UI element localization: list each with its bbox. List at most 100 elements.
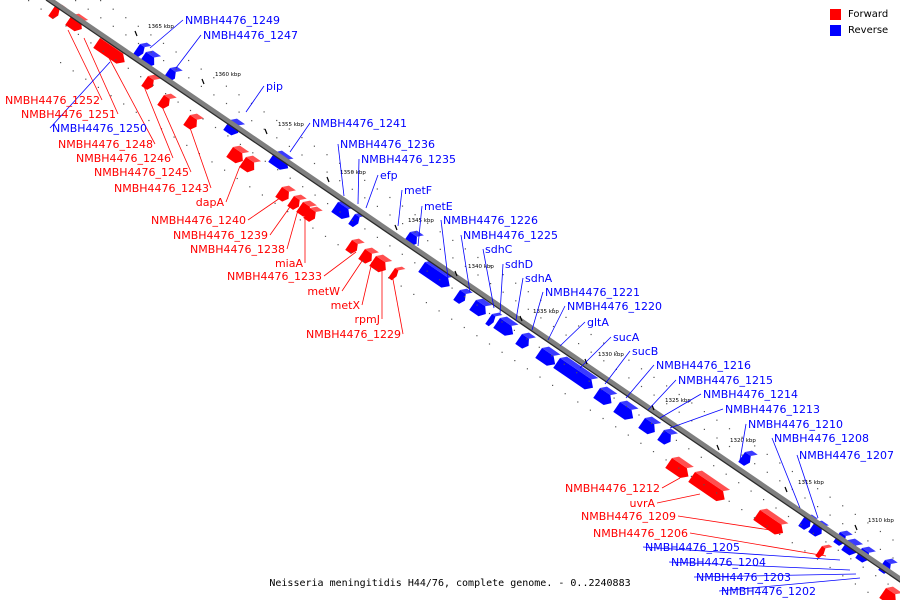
grid-dot [588, 380, 590, 382]
reverse-gene [657, 428, 678, 445]
leader-line [159, 101, 192, 173]
leader-line [187, 121, 212, 189]
grid-dot [703, 428, 705, 430]
grid-dot [527, 308, 529, 310]
grid-dot [590, 333, 592, 336]
grid-dot [225, 85, 227, 87]
grid-dot [312, 227, 314, 229]
reverse-gene-label: efp [380, 169, 398, 182]
gene-top [303, 200, 317, 207]
grid-dot [791, 470, 793, 473]
grid-dot [202, 118, 204, 120]
backbone-line [46, 0, 900, 582]
leader-line [286, 209, 299, 250]
grid-dot [301, 154, 303, 156]
gene-top [522, 332, 536, 339]
gene-face [879, 588, 896, 600]
grid-dot [263, 111, 265, 113]
grid-dot [725, 473, 727, 475]
grid-dot [225, 102, 228, 105]
leader-line [677, 515, 771, 531]
grid-dot [716, 437, 718, 439]
leader-line [796, 454, 819, 519]
grid-dot [601, 389, 603, 391]
grid-dot [90, 42, 92, 44]
grid-dot [249, 186, 251, 188]
grid-dot [276, 119, 278, 122]
grid-dot [464, 296, 466, 298]
leader-line [323, 251, 357, 277]
reverse-swatch [830, 24, 841, 36]
grid-dot [666, 385, 668, 387]
grid-dot [236, 177, 238, 180]
leader-line [460, 234, 471, 293]
forward-gene-label: NMBH4476_1206 [593, 527, 688, 540]
leader-line [515, 277, 524, 321]
grid-dot [125, 17, 127, 19]
grid-dot [238, 111, 240, 113]
grid-dot [678, 411, 680, 413]
grid-dot [754, 463, 756, 465]
forward-gene-label: NMBH4476_1233 [227, 270, 322, 283]
grid-dot [563, 363, 565, 365]
grid-dot [638, 414, 640, 416]
grid-dot [766, 525, 768, 527]
forward-gene-label: NMBH4476_1240 [151, 214, 246, 227]
leader-line [604, 350, 631, 385]
grid-dot [60, 62, 62, 64]
leader-line [440, 219, 449, 279]
grid-dot [867, 540, 869, 542]
grid-dot [502, 291, 504, 293]
forward-gene-label: NMBH4476_1246 [76, 152, 171, 165]
grid-dot [741, 509, 743, 511]
grid-dot [850, 558, 852, 560]
grid-dot [476, 335, 478, 337]
reverse-gene-label: NMBH4476_1241 [312, 117, 407, 130]
grid-dot [862, 566, 864, 568]
kbp-tick-mark [854, 524, 858, 531]
kbp-tick-label: 1355 kbp [278, 122, 304, 128]
reverse-gene-label: sucB [632, 345, 658, 358]
grid-dot [539, 376, 541, 378]
grid-dot [165, 93, 167, 95]
leader-line [499, 263, 504, 315]
grid-dot [75, 0, 77, 2]
legend-reverse: Reverse [830, 22, 900, 38]
grid-dot [652, 451, 655, 453]
grid-dot [842, 575, 844, 577]
grid-dot [238, 94, 240, 96]
gene-face [345, 240, 358, 254]
forward-gene-label: uvrA [629, 497, 655, 510]
reverse-gene-label: NMBH4476_1226 [443, 214, 538, 227]
grid-dot [514, 360, 516, 362]
leader-line [269, 203, 293, 236]
grid-dot [615, 426, 617, 428]
grid-dot [513, 329, 515, 331]
grid-dot [464, 248, 466, 250]
grid-dot [438, 310, 440, 312]
grid-dot [388, 277, 390, 279]
grid-dot [364, 228, 366, 230]
leader-line [559, 321, 586, 347]
grid-dot [414, 231, 416, 233]
reverse-gene-label: NMBH4476_1225 [463, 229, 558, 242]
kbp-tick-label: 1350 kbp [340, 170, 366, 176]
legend-forward-label: Forward [848, 8, 889, 20]
grid-dot [100, 0, 102, 2]
grid-dot [115, 59, 117, 61]
gene-top [148, 74, 161, 80]
grid-dot [313, 162, 316, 165]
grid-dot [389, 196, 391, 199]
grid-dot [28, 0, 30, 2]
grid-dot [578, 325, 580, 327]
grid-dot [173, 136, 175, 138]
leader-line [739, 423, 747, 461]
gene-face [348, 214, 360, 228]
grid-dot [175, 51, 177, 53]
gene-face [738, 452, 751, 466]
grid-dot [477, 274, 479, 276]
kbp-tick-mark [264, 128, 268, 135]
genes-layer [48, 4, 900, 600]
forward-gene-label: NMBH4476_1239 [173, 229, 268, 242]
grid-dot [867, 591, 869, 593]
